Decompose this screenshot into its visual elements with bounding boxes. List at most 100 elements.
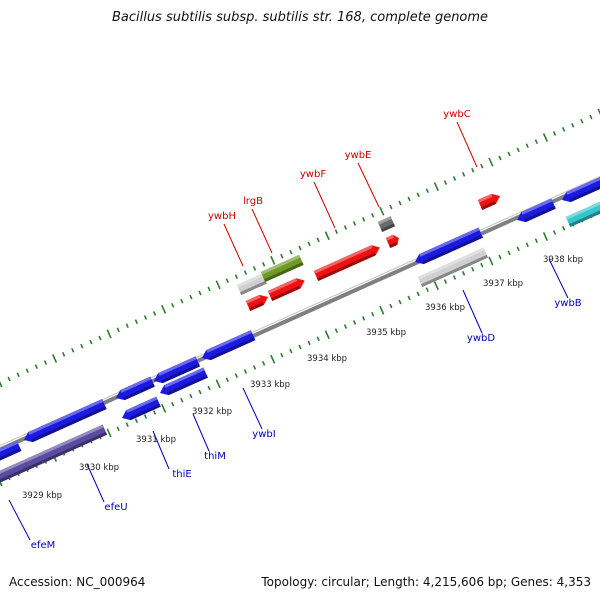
topology-label: Topology: circular; Length: 4,215,606 bp… xyxy=(261,575,591,589)
tick-mark xyxy=(180,298,184,304)
tick-mark xyxy=(362,217,366,222)
tick-mark xyxy=(116,426,120,432)
tick-mark xyxy=(407,295,411,301)
gene-arrow xyxy=(245,294,269,312)
tick-mark xyxy=(143,414,148,419)
tick-mark xyxy=(407,196,411,202)
tick-row-upper xyxy=(0,108,600,388)
leader-line xyxy=(192,413,210,452)
kbp-label: 3933 kbp xyxy=(250,380,290,390)
tick-mark xyxy=(98,335,102,341)
tick-mark xyxy=(542,133,549,142)
gene-label-ywbD: ywbD xyxy=(467,333,495,344)
tick-mark xyxy=(262,262,266,267)
gene-arrow xyxy=(313,245,380,282)
leader-line xyxy=(223,223,244,267)
leader-line xyxy=(462,289,483,334)
tick-mark xyxy=(289,249,293,255)
leader-line xyxy=(251,208,273,254)
label-leader-lines xyxy=(8,121,569,541)
tick-mark xyxy=(0,381,3,388)
kbp-label: 3936 kbp xyxy=(425,303,465,313)
tick-mark xyxy=(125,422,129,428)
gene-label-ywbC: ywbC xyxy=(443,109,470,120)
tick-mark xyxy=(471,167,475,173)
tick-mark xyxy=(134,319,138,324)
tick-mark xyxy=(225,278,229,284)
tick-mark xyxy=(425,287,429,293)
rrna-feature xyxy=(0,424,108,488)
gene-arrow xyxy=(415,227,483,265)
leader-line xyxy=(357,162,380,208)
kbp-label: 3935 kbp xyxy=(366,328,406,338)
tick-mark xyxy=(243,270,248,275)
pseudo-feature xyxy=(417,247,488,288)
accession-label: Accession: NC_000964 xyxy=(9,575,146,589)
tick-mark xyxy=(498,155,502,161)
tick-mark xyxy=(134,418,138,423)
tick-mark xyxy=(389,303,393,309)
tick-mark xyxy=(270,354,276,364)
gene-label-efeU: efeU xyxy=(104,502,127,513)
tick-mark xyxy=(343,324,348,329)
tick-mark xyxy=(106,329,112,339)
tick-mark xyxy=(589,114,593,120)
tick-mark xyxy=(189,294,193,300)
tick-mark xyxy=(189,393,193,399)
tick-mark xyxy=(516,147,520,153)
tick-mark xyxy=(180,397,184,403)
tick-mark xyxy=(443,279,448,284)
kbp-label: 3938 kbp xyxy=(543,255,583,265)
tick-mark xyxy=(16,372,20,378)
gene-arrow xyxy=(477,193,501,211)
tick-mark xyxy=(507,151,511,157)
tick-mark xyxy=(215,379,221,389)
tick-mark xyxy=(362,316,366,321)
tick-mark xyxy=(234,274,238,279)
genome-title: Bacillus subtilis subsp. subtilis str. 1… xyxy=(111,10,489,25)
gene-arrow xyxy=(517,198,556,223)
tick-mark xyxy=(416,291,420,297)
tick-mark xyxy=(433,281,439,291)
tick-mark xyxy=(280,253,284,259)
tick-mark xyxy=(289,348,293,354)
rna-feature xyxy=(565,199,600,228)
gene-labels: ywbH lrgB ywbF ywbE ywbC efeM efeU thiE thiM ywbI… xyxy=(31,109,582,551)
kbp-label: 3937 kbp xyxy=(483,279,523,289)
tick-mark xyxy=(571,122,575,128)
tick-mark xyxy=(525,143,529,149)
tick-mark xyxy=(161,403,167,413)
leader-line xyxy=(242,387,263,430)
tick-mark xyxy=(207,286,211,292)
tick-mark xyxy=(0,480,3,487)
leader-line xyxy=(8,499,31,541)
tick-mark xyxy=(316,336,320,342)
tick-mark xyxy=(452,176,457,181)
pseudo-feature xyxy=(236,273,267,296)
tick-mark xyxy=(471,266,475,272)
tick-mark xyxy=(534,238,538,243)
tick-mark xyxy=(307,340,311,346)
tick-mark xyxy=(562,127,566,132)
gene-label-lrgB: lrgB xyxy=(243,196,263,207)
tick-mark xyxy=(71,347,75,353)
tick-mark xyxy=(398,200,402,206)
tick-mark xyxy=(552,230,557,235)
tick-mark xyxy=(198,290,202,296)
tick-mark xyxy=(116,327,120,333)
tick-mark xyxy=(507,250,511,256)
tick-mark xyxy=(207,385,211,391)
tick-mark xyxy=(152,311,157,316)
tick-mark xyxy=(352,221,357,226)
tick-mark xyxy=(542,232,549,241)
tick-mark xyxy=(89,339,93,345)
leader-line xyxy=(86,463,105,503)
tick-mark xyxy=(452,275,457,280)
leader-line xyxy=(152,430,170,470)
gene-features xyxy=(0,175,600,488)
tick-mark xyxy=(270,255,276,265)
kbp-label: 3934 kbp xyxy=(307,354,347,364)
tick-mark xyxy=(516,246,520,252)
tick-mark xyxy=(488,256,494,266)
